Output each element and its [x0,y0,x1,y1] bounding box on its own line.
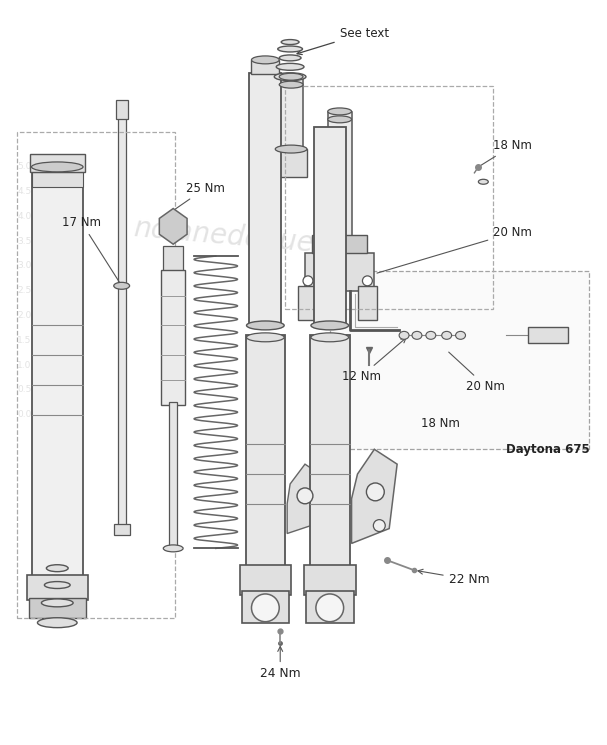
Bar [169,402,177,548]
Polygon shape [159,209,187,244]
Bar [240,565,291,595]
Ellipse shape [478,180,488,184]
Text: 22 Nm: 22 Nm [418,569,489,586]
Text: 2.5: 2.5 [18,286,32,295]
Text: 18 Nm: 18 Nm [481,139,532,165]
Bar [30,154,85,172]
Bar [249,73,281,326]
Ellipse shape [367,483,384,501]
Bar [27,575,88,600]
Bar [251,60,279,74]
Bar [116,100,127,119]
Bar [306,591,353,623]
Text: 0.0: 0.0 [18,410,32,419]
Bar [528,327,568,343]
Ellipse shape [274,73,306,80]
Ellipse shape [279,81,303,88]
Text: 17 Nm: 17 Nm [63,216,120,283]
Ellipse shape [32,162,83,172]
Ellipse shape [246,321,284,330]
Bar [275,149,307,177]
Bar [29,598,86,618]
Ellipse shape [38,618,77,627]
Text: 12 Nm: 12 Nm [342,338,406,383]
Bar [312,235,367,253]
Polygon shape [287,464,320,533]
Ellipse shape [412,332,422,339]
Text: 1.5: 1.5 [18,336,32,345]
Polygon shape [351,449,397,543]
Ellipse shape [278,46,302,52]
Ellipse shape [426,332,436,339]
Text: 4.0: 4.0 [18,212,32,221]
Text: 20 Nm: 20 Nm [377,226,532,273]
Ellipse shape [456,332,466,339]
Text: 3.5: 3.5 [18,237,32,246]
Ellipse shape [275,145,307,153]
Bar [310,335,350,568]
Ellipse shape [311,333,348,342]
Ellipse shape [399,332,409,339]
Ellipse shape [303,276,313,286]
Ellipse shape [362,276,372,286]
Text: 5.0: 5.0 [18,162,32,171]
Bar [304,565,356,595]
Text: 3.0: 3.0 [18,261,32,270]
Ellipse shape [163,545,183,552]
Bar [298,286,318,320]
Ellipse shape [281,39,299,45]
Ellipse shape [279,55,301,61]
Bar [358,286,378,320]
Ellipse shape [328,116,351,123]
Bar [16,132,175,618]
Bar [32,172,83,187]
Bar [314,127,345,326]
Ellipse shape [328,108,351,115]
Text: See text: See text [297,27,389,54]
Ellipse shape [279,73,303,80]
Text: 0.5: 0.5 [18,385,32,394]
Text: Daytona 675: Daytona 675 [506,443,589,456]
Ellipse shape [114,282,130,289]
Text: 25 Nm: 25 Nm [175,182,225,209]
Text: 2.0: 2.0 [18,311,32,320]
Bar [242,591,289,623]
Ellipse shape [251,56,279,64]
Bar [163,246,183,271]
Bar [246,335,285,568]
Ellipse shape [44,582,70,589]
Bar [328,112,351,256]
Bar [118,118,126,528]
Bar [161,270,185,405]
Ellipse shape [297,488,313,504]
Text: 1.0: 1.0 [18,361,32,370]
Bar [330,271,589,449]
Circle shape [251,594,279,621]
Ellipse shape [41,599,73,607]
Text: 4.5: 4.5 [18,187,32,196]
Ellipse shape [246,333,284,342]
Text: 24 Nm: 24 Nm [260,647,300,680]
Text: 20 Nm: 20 Nm [449,352,506,393]
Bar [305,253,375,291]
Ellipse shape [442,332,452,339]
Ellipse shape [46,565,68,571]
Ellipse shape [311,321,348,330]
Ellipse shape [373,520,385,531]
Circle shape [316,594,344,621]
Bar [279,77,303,152]
Bar [32,172,83,578]
Bar [285,86,493,308]
Text: noianedqaue: noianedqaue [132,215,314,258]
Text: 18 Nm: 18 Nm [421,416,459,430]
Ellipse shape [276,63,304,70]
Bar [114,524,130,536]
